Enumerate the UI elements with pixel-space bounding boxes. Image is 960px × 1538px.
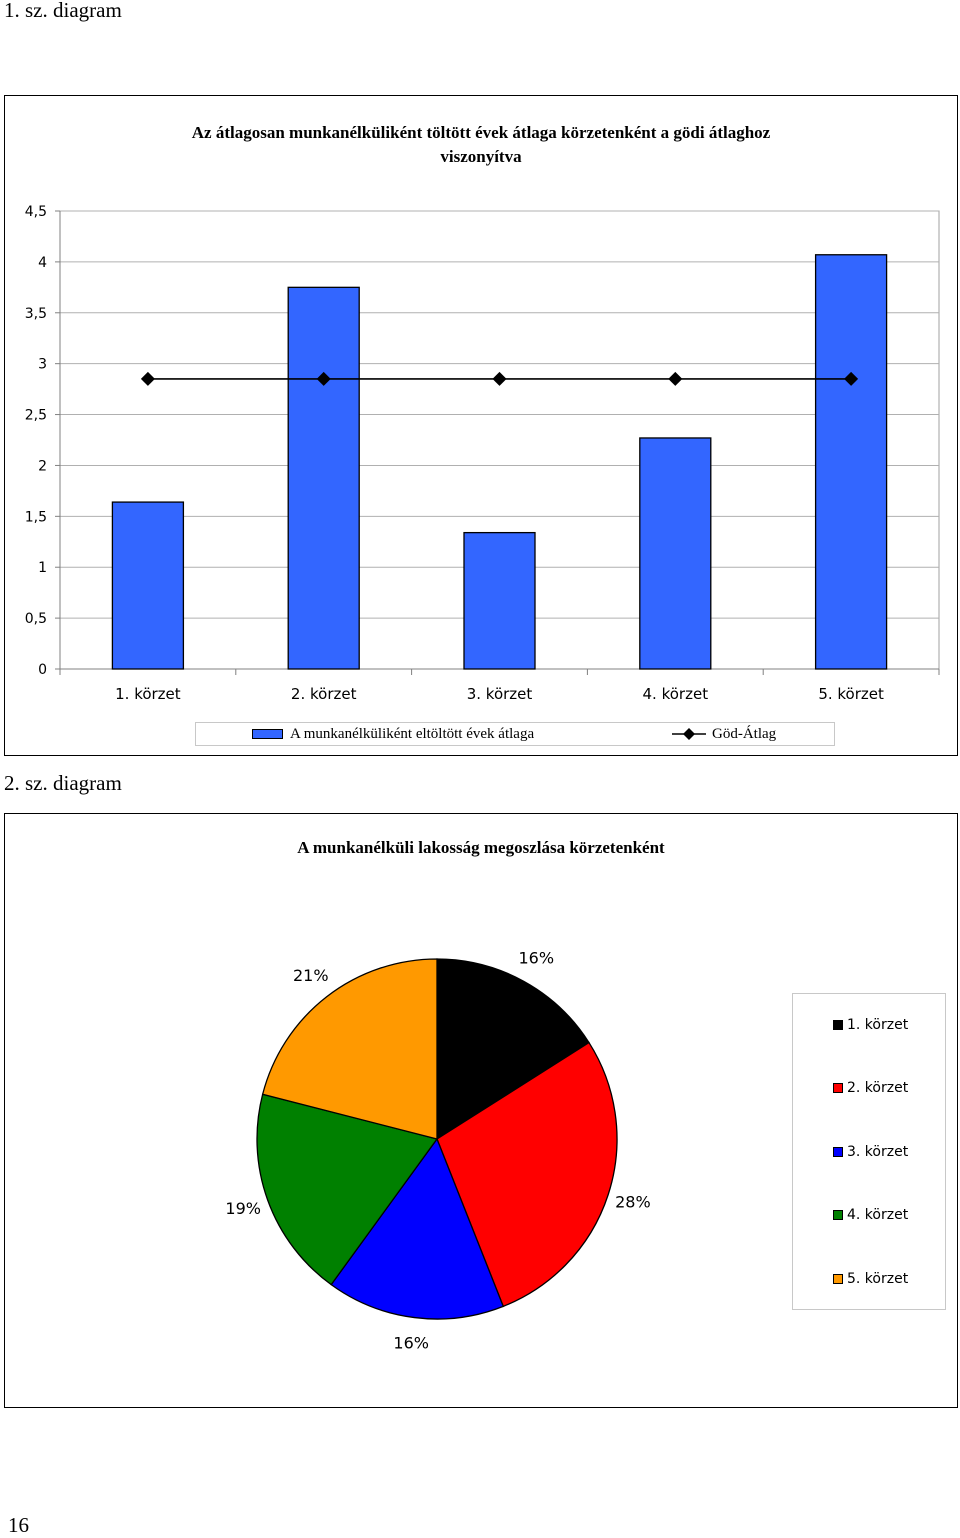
y-tick-label: 4,5 xyxy=(25,204,47,220)
caption-diagram-2: 2. sz. diagram xyxy=(4,771,122,795)
pie-chart-title: A munkanélküli lakosság megoszlása körze… xyxy=(297,838,665,857)
pie-slice-1 xyxy=(436,958,590,1141)
pie-legend-label: 4. körzet xyxy=(847,1207,909,1224)
bar-4 xyxy=(639,437,712,670)
god-atlag-point-3 xyxy=(492,371,507,386)
god-atlag-point-5 xyxy=(844,371,859,386)
legend-line-swatch xyxy=(672,728,706,740)
pie-legend-label: 1. körzet xyxy=(847,1017,909,1033)
y-tick-label: 3 xyxy=(38,357,47,373)
bar-3 xyxy=(463,531,536,670)
x-tick-label: 3. körzet xyxy=(467,685,533,703)
pie-slice-4 xyxy=(256,1093,439,1286)
pie-label-4: 19% xyxy=(225,1199,261,1218)
pie-legend-swatch xyxy=(833,1146,843,1157)
pie-legend-swatch xyxy=(833,1020,843,1030)
y-tick-label: 3,5 xyxy=(25,306,47,322)
bar-chart-legend: A munkanélküliként eltöltött évek átlaga… xyxy=(195,722,835,746)
bar-5 xyxy=(814,254,888,670)
pie-label-5: 21% xyxy=(293,966,329,985)
y-tick-label: 1,5 xyxy=(25,509,47,525)
bar-chart-title-line-1: Az átlagosan munkanélküliként töltött év… xyxy=(191,123,771,142)
pie-legend-label: 3. körzet xyxy=(847,1143,909,1160)
god-atlag-point-2 xyxy=(316,371,331,386)
y-tick-label: 0,5 xyxy=(25,611,47,627)
pie-chart-legend: 1. körzet 2. körzet 3. körzet 4. körzet 5. k… xyxy=(792,993,946,1310)
bar-1 xyxy=(111,501,185,670)
legend-bar-label: A munkanélküliként eltöltött évek átlaga xyxy=(290,726,535,742)
pie-label-1: 16% xyxy=(518,948,554,967)
y-tick-label: 4 xyxy=(38,255,47,271)
pie-legend-swatch xyxy=(833,1210,843,1221)
pie-label-2: 28% xyxy=(615,1193,651,1212)
x-tick-label: 1. körzet xyxy=(115,685,181,703)
bar-chart-title-line-2: viszonyítva xyxy=(440,147,522,166)
pie-legend-swatch xyxy=(833,1083,843,1094)
bar-chart-frame: Az átlagosan munkanélküliként töltött év… xyxy=(4,95,958,756)
bar-chart-plot: 0 0,5 1 1,5 2 2,5 3 3,5 4 4,5 1. körzet 2. körzet 3.… xyxy=(25,204,940,703)
pie-chart-frame: A munkanélküli lakosság megoszlása körze… xyxy=(4,813,958,1408)
x-tick-label: 2. körzet xyxy=(291,685,357,703)
caption-diagram-1: 1. sz. diagram xyxy=(4,0,122,22)
bar-2 xyxy=(287,286,360,670)
legend-bar-swatch xyxy=(252,729,283,739)
page-number: 16 xyxy=(8,1513,29,1537)
pie-legend-label: 5. körzet xyxy=(847,1270,909,1287)
legend-line-label: Göd-Átlag xyxy=(712,726,777,742)
x-tick-label: 5. körzet xyxy=(818,685,884,703)
x-tick-label: 4. körzet xyxy=(643,685,709,703)
pie-slice-5 xyxy=(261,958,438,1140)
y-tick-label: 1 xyxy=(38,560,47,576)
pie-label-3: 16% xyxy=(393,1333,429,1352)
y-tick-label: 0 xyxy=(38,662,47,678)
pie-slice-3 xyxy=(330,1137,505,1320)
pie-chart-plot: 16% 28% 16% 19% 21% xyxy=(225,948,651,1352)
y-tick-label: 2,5 xyxy=(25,408,47,424)
pie-slice-2 xyxy=(436,1041,618,1308)
bar-chart-title: Az átlagosan munkanélküliként töltött év… xyxy=(5,121,957,169)
pie-legend-swatch xyxy=(833,1273,843,1284)
pie-legend-label: 2. körzet xyxy=(847,1080,909,1097)
y-tick-label: 2 xyxy=(38,458,47,474)
god-atlag-point-1 xyxy=(140,371,155,386)
god-atlag-point-4 xyxy=(668,371,683,386)
